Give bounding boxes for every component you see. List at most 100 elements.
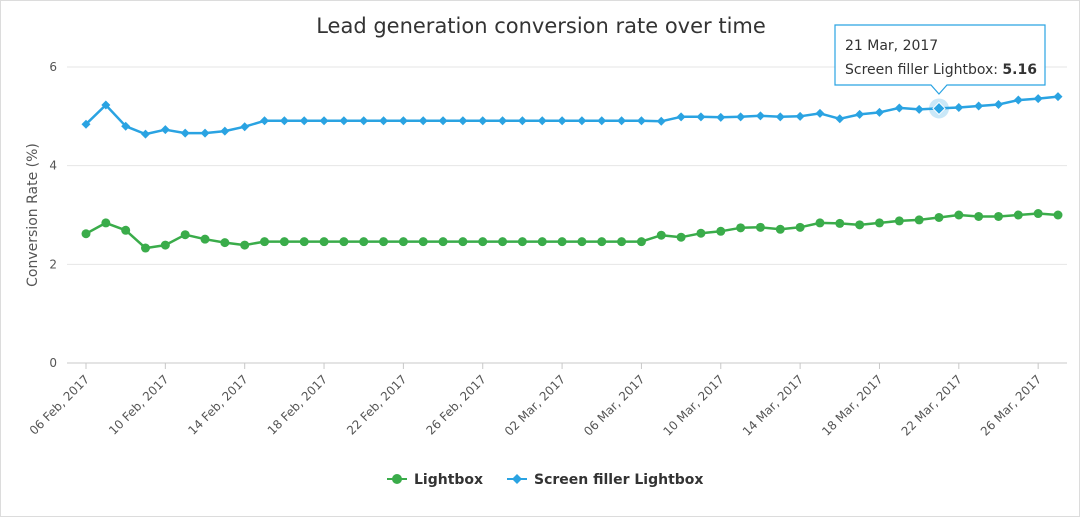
data-point[interactable] <box>914 104 924 114</box>
data-point[interactable] <box>775 112 785 122</box>
data-point[interactable] <box>200 234 210 244</box>
data-point[interactable] <box>498 116 508 126</box>
data-point[interactable] <box>974 101 984 111</box>
data-point[interactable] <box>319 237 329 247</box>
data-point[interactable] <box>815 218 825 228</box>
data-point[interactable] <box>874 218 884 228</box>
data-point[interactable] <box>478 237 488 247</box>
data-point[interactable] <box>160 240 170 250</box>
data-point[interactable] <box>617 116 627 126</box>
data-point[interactable] <box>894 103 904 113</box>
data-point[interactable] <box>835 218 845 228</box>
data-point[interactable] <box>438 237 448 247</box>
data-point[interactable] <box>398 237 408 247</box>
data-point[interactable] <box>81 119 91 129</box>
legend-item[interactable]: Screen filler Lightbox <box>507 472 703 488</box>
data-point[interactable] <box>696 228 706 238</box>
data-point[interactable] <box>220 126 230 136</box>
data-point[interactable] <box>636 116 646 126</box>
data-point[interactable] <box>279 116 289 126</box>
data-point[interactable] <box>557 116 567 126</box>
data-point[interactable] <box>577 116 587 126</box>
data-point[interactable] <box>517 116 527 126</box>
data-point[interactable] <box>81 229 91 239</box>
data-point[interactable] <box>478 116 488 126</box>
data-point[interactable] <box>815 108 825 118</box>
data-point[interactable] <box>676 112 686 122</box>
data-point[interactable] <box>180 128 190 138</box>
data-point[interactable] <box>577 237 587 247</box>
data-point[interactable] <box>716 112 726 122</box>
data-point[interactable] <box>200 128 210 138</box>
data-point[interactable] <box>141 129 151 139</box>
data-point[interactable] <box>954 102 964 112</box>
data-point[interactable] <box>716 226 726 236</box>
data-point[interactable] <box>855 220 865 230</box>
data-point[interactable] <box>1053 210 1063 220</box>
data-point[interactable] <box>755 222 765 232</box>
legend-item[interactable]: Lightbox <box>387 472 483 488</box>
data-point[interactable] <box>498 237 508 247</box>
data-point[interactable] <box>339 116 349 126</box>
data-point[interactable] <box>557 237 567 247</box>
data-point[interactable] <box>220 238 230 248</box>
data-point[interactable] <box>418 237 428 247</box>
data-point[interactable] <box>180 230 190 240</box>
data-point[interactable] <box>240 240 250 250</box>
data-point[interactable] <box>795 222 805 232</box>
data-point[interactable] <box>299 116 309 126</box>
data-point[interactable] <box>676 232 686 242</box>
data-point[interactable] <box>696 112 706 122</box>
data-point[interactable] <box>874 107 884 117</box>
data-point[interactable] <box>319 116 329 126</box>
data-point[interactable] <box>458 116 468 126</box>
data-point[interactable] <box>418 116 428 126</box>
data-point[interactable] <box>279 237 289 247</box>
data-point[interactable] <box>339 237 349 247</box>
data-point[interactable] <box>934 212 944 222</box>
data-point[interactable] <box>359 237 369 247</box>
data-point[interactable] <box>597 237 607 247</box>
data-point[interactable] <box>101 218 111 228</box>
data-point[interactable] <box>379 237 389 247</box>
data-point[interactable] <box>260 116 270 126</box>
data-point[interactable] <box>299 237 309 247</box>
data-point[interactable] <box>121 121 131 131</box>
data-point[interactable] <box>359 116 369 126</box>
data-point[interactable] <box>1053 92 1063 102</box>
data-point[interactable] <box>1013 210 1023 220</box>
legend[interactable]: Lightbox Screen filler Lightbox <box>387 472 703 488</box>
data-point[interactable] <box>993 99 1003 109</box>
data-point[interactable] <box>617 237 627 247</box>
data-point[interactable] <box>260 237 270 247</box>
data-point[interactable] <box>517 237 527 247</box>
data-point[interactable] <box>656 230 666 240</box>
data-point[interactable] <box>1033 209 1043 219</box>
data-point[interactable] <box>974 211 984 221</box>
data-point[interactable] <box>597 116 607 126</box>
data-point[interactable] <box>795 111 805 121</box>
data-point[interactable] <box>954 210 964 220</box>
data-point[interactable] <box>914 215 924 225</box>
data-point[interactable] <box>894 216 904 226</box>
data-point[interactable] <box>656 116 666 126</box>
data-point[interactable] <box>537 116 547 126</box>
data-point[interactable] <box>160 125 170 135</box>
data-point[interactable] <box>458 237 468 247</box>
data-point[interactable] <box>736 112 746 122</box>
data-point[interactable] <box>736 223 746 233</box>
data-point[interactable] <box>1033 94 1043 104</box>
data-point[interactable] <box>775 224 785 234</box>
data-point[interactable] <box>141 243 151 253</box>
data-point[interactable] <box>636 237 646 247</box>
data-point[interactable] <box>835 114 845 124</box>
data-point[interactable] <box>398 116 408 126</box>
data-point[interactable] <box>121 225 131 235</box>
data-point[interactable] <box>379 116 389 126</box>
data-point[interactable] <box>101 100 111 110</box>
data-point[interactable] <box>1013 95 1023 105</box>
data-point[interactable] <box>993 211 1003 221</box>
data-point[interactable] <box>438 116 448 126</box>
data-point[interactable] <box>240 122 250 132</box>
data-point[interactable] <box>855 109 865 119</box>
